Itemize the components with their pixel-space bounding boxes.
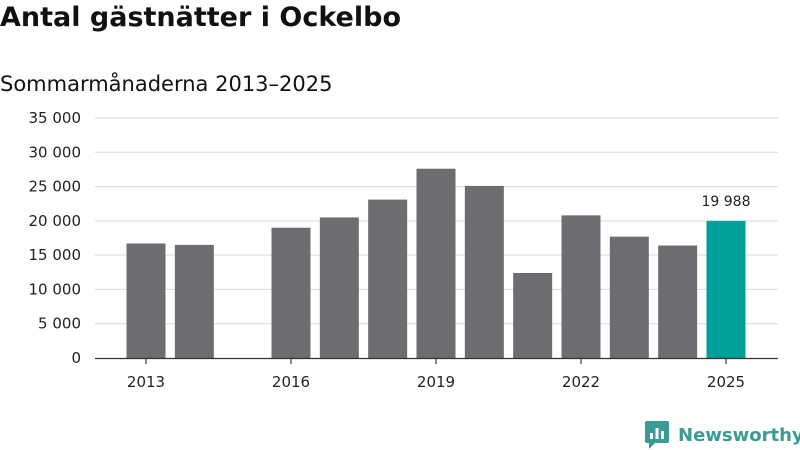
newsworthy-logo: Newsworthy [644, 420, 800, 450]
bar-2024 [658, 245, 698, 358]
y-axis-labels: 0 5 000 10 000 15 000 20 000 25 000 30 000 35 0… [29, 109, 82, 367]
bar-2016 [271, 227, 311, 358]
y-tick-label: 15 000 [29, 246, 82, 264]
chart-title: Antal gästnätter i Ockelbo [0, 2, 401, 33]
y-tick-label: 35 000 [29, 109, 82, 127]
brand-name: Newsworthy [678, 424, 800, 446]
bar-2019 [416, 168, 456, 358]
bar-2013 [126, 243, 166, 358]
x-tick-label: 2022 [562, 373, 600, 391]
y-tick-label: 5 000 [38, 315, 81, 333]
x-axis: 2013 2016 2019 2022 2025 [95, 357, 778, 391]
x-tick-label: 2013 [127, 373, 165, 391]
bars [126, 168, 746, 358]
data-label-2025: 19 988 [702, 194, 751, 210]
x-tick-label: 2016 [272, 373, 310, 391]
bar-2025 [706, 220, 746, 358]
y-tick-label: 30 000 [29, 143, 82, 161]
y-tick-label: 25 000 [29, 178, 82, 196]
bar-2018 [368, 199, 408, 358]
y-tick-label: 20 000 [29, 212, 82, 230]
x-tick-label: 2025 [707, 373, 745, 391]
x-tick-label: 2019 [417, 373, 455, 391]
bar-2023 [609, 236, 649, 358]
bar-2017 [319, 217, 359, 358]
y-tick-label: 10 000 [29, 280, 82, 298]
bar-2014 [174, 244, 214, 358]
data-labels: 19 988 [702, 194, 751, 210]
bar-2020 [464, 185, 504, 358]
bar-2022 [561, 215, 601, 358]
chart-subtitle: Sommarmånaderna 2013–2025 [0, 72, 333, 96]
bar-2021 [513, 272, 553, 358]
newsworthy-logo-icon [645, 421, 669, 449]
y-tick-label: 0 [71, 349, 81, 367]
